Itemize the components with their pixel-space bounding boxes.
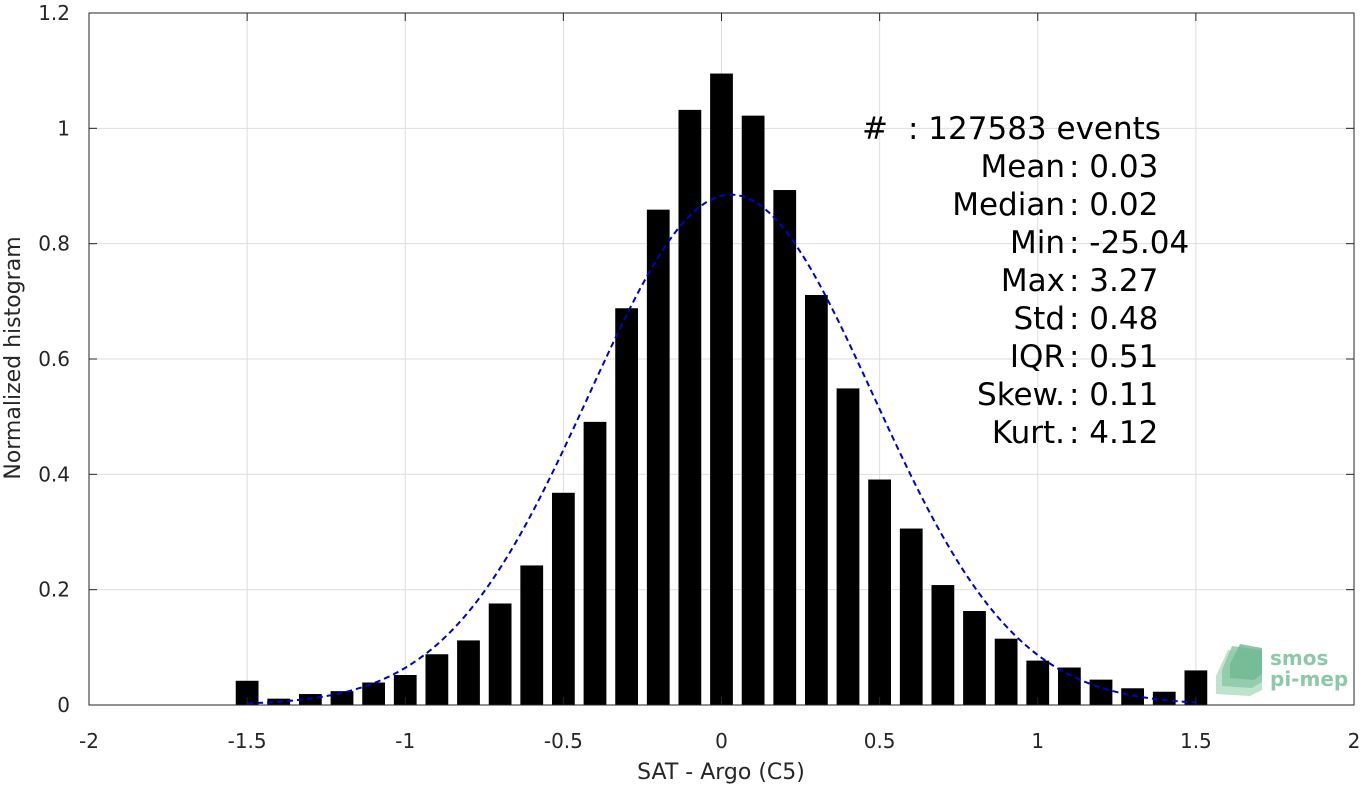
x-tick-label: 0.5 [864,729,896,753]
smos-pimep-logo: smos pi-mep [1216,644,1348,696]
stats-value: : 0.11 [1069,377,1158,413]
histogram-bar [1121,688,1145,705]
stats-label: Min [1010,225,1065,261]
stats-label: Median [952,187,1065,223]
y-tick-label: 1 [57,116,70,140]
histogram-bar [963,611,986,705]
x-tick-label: 1 [1031,729,1044,753]
histogram-bar [899,528,923,705]
y-tick-labels: 0 0.2 0.4 0.6 0.8 1 1.2 [38,1,70,717]
histogram-bar [330,691,354,705]
stats-label: Std [1013,301,1065,337]
histogram-bar [520,565,544,705]
stats-value: : 0.02 [1069,187,1158,223]
x-tick-label: -1.5 [228,729,267,753]
stats-label: Max [1001,263,1065,299]
histogram-bar [362,682,386,705]
x-tick-label: 1.5 [1180,729,1212,753]
y-tick-label: 0.8 [38,232,70,256]
y-tick-label: 0.6 [38,347,70,371]
logo-text-smos: smos [1270,646,1328,670]
x-tick-label: 0 [715,729,728,753]
histogram-bar [551,492,575,705]
stats-label: Mean [981,149,1065,185]
histogram-bar [710,73,733,706]
stats-value: : -25.04 [1069,225,1189,261]
y-tick-label: 0.2 [38,578,70,602]
histogram-bar [1026,660,1050,705]
histogram-bar [235,680,259,705]
stats-label: # [862,111,888,147]
histogram-bar [678,109,702,705]
stats-label: Skew. [977,377,1065,413]
x-tick-label: 2 [1348,729,1361,753]
y-tick-label: 1.2 [38,1,70,25]
y-tick-label: 0.4 [38,462,70,486]
histogram-bar [488,603,512,705]
y-axis-label: Normalized histogram [1,236,26,479]
stats-value: : 0.51 [1069,339,1158,375]
logo-text-pimep: pi-mep [1270,667,1348,691]
histogram-bar [773,190,797,705]
histogram-bar [393,675,417,705]
smos-pimep-logo-icon [1216,644,1262,696]
x-tick-label: -2 [79,729,99,753]
histogram-bar [994,638,1018,705]
histogram-bars [235,73,1208,706]
histogram-bar [1184,670,1208,705]
histogram-bar [425,654,449,705]
histogram-bar [615,308,639,705]
histogram-bar [741,115,765,705]
gaussian-fit-curve [247,193,1196,705]
histogram-bar [804,294,828,705]
x-axis-label: SAT - Argo (C5) [637,760,805,785]
x-tick-label: -0.5 [544,729,583,753]
histogram-bar [836,388,860,705]
histogram-bar [646,209,670,706]
histogram-bar [931,585,955,705]
stats-label: Kurt. [992,415,1065,451]
y-tick-label: 0 [57,693,70,717]
histogram-bar [1152,691,1176,705]
stats-value: : 0.48 [1069,301,1158,337]
stats-label: IQR [1010,339,1065,375]
stats-value: : 4.12 [1069,415,1158,451]
x-tick-label: -1 [395,729,415,753]
x-tick-labels: -2 -1.5 -1 -0.5 0 0.5 1 1.5 2 [79,729,1360,753]
histogram-bar [1089,679,1113,705]
stats-value: : 3.27 [1069,263,1158,299]
histogram-bar [457,640,480,705]
histogram-bar [868,479,892,705]
stats-value: : 0.03 [1069,149,1158,185]
histogram-bar [583,421,607,705]
stats-value: : 127583 events [908,111,1161,147]
histogram-bar [1057,667,1081,705]
axis-ticks [88,12,1355,706]
